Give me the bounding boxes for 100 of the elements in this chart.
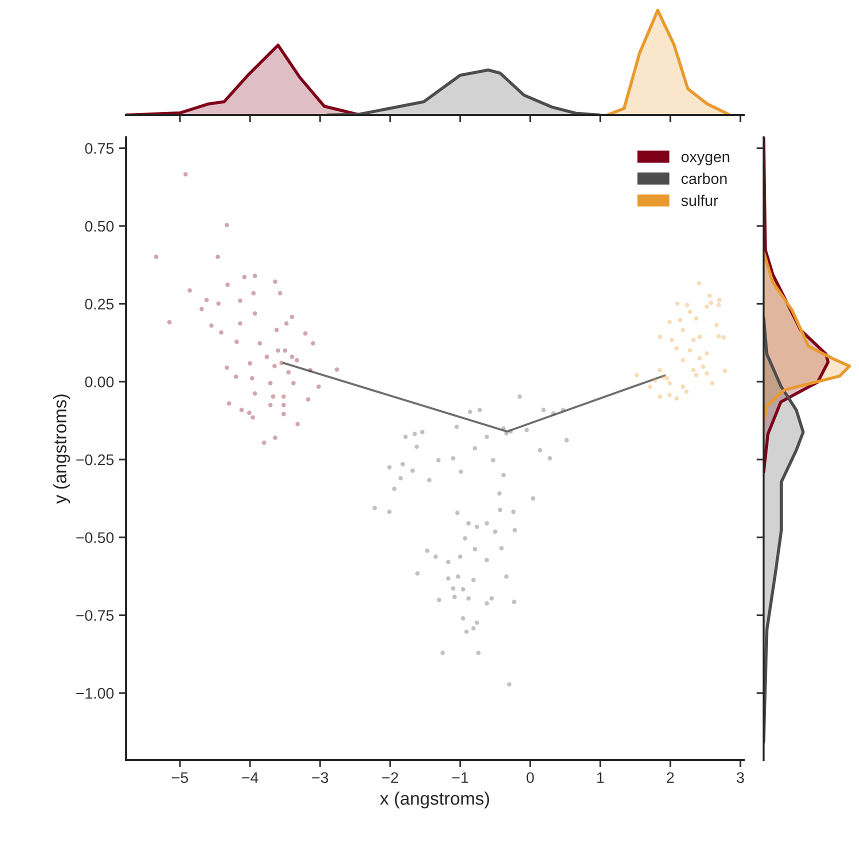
point — [708, 300, 714, 306]
point — [252, 391, 258, 396]
point — [248, 361, 252, 366]
y-tick-label: −0.50 — [76, 532, 114, 544]
point — [658, 334, 662, 340]
point — [216, 254, 220, 260]
x-tick-label: −2 — [382, 772, 398, 783]
point — [696, 281, 702, 286]
point — [303, 331, 308, 336]
point — [707, 294, 712, 298]
y-tick-label: 0.75 — [85, 143, 114, 154]
point — [251, 291, 256, 296]
x-tick-label: −4 — [242, 772, 258, 783]
point — [698, 334, 702, 340]
y-tick-label: −0.75 — [76, 610, 114, 621]
point — [225, 282, 230, 288]
point — [279, 360, 284, 366]
point — [716, 334, 721, 338]
point — [680, 328, 686, 332]
point — [274, 328, 279, 332]
point — [310, 341, 316, 346]
x-tick-label: 2 — [666, 772, 674, 783]
point — [258, 341, 262, 346]
point — [306, 397, 310, 402]
point — [250, 415, 256, 420]
point — [226, 401, 232, 406]
point — [680, 358, 686, 362]
point — [273, 436, 278, 440]
point — [154, 254, 158, 260]
point — [242, 274, 247, 280]
point — [294, 358, 300, 362]
point — [270, 394, 276, 399]
point — [704, 351, 709, 356]
y-tick-label: 0.25 — [85, 298, 114, 310]
point — [295, 422, 300, 426]
point — [290, 354, 294, 359]
point — [667, 320, 672, 324]
point — [674, 396, 679, 401]
point — [334, 367, 340, 372]
point — [278, 291, 282, 296]
x-tick-label: −3 — [312, 772, 328, 784]
point — [698, 356, 702, 361]
point — [634, 372, 639, 378]
y-tick-label: 0.00 — [85, 376, 114, 388]
point — [704, 371, 709, 376]
point — [717, 298, 722, 302]
point — [694, 316, 698, 321]
legend-label: carbon — [682, 172, 727, 184]
point — [701, 364, 706, 369]
point — [216, 301, 221, 306]
point — [674, 346, 679, 351]
legend-label: sulfur — [681, 194, 718, 206]
x-tick-label: −1 — [452, 772, 468, 783]
point — [678, 318, 682, 322]
point — [684, 389, 689, 394]
y-tick-label: 0.50 — [85, 220, 114, 232]
x-tick-label: 1 — [597, 772, 604, 783]
point — [204, 298, 209, 302]
x-axis-title: x (angstroms) — [380, 792, 490, 808]
point — [224, 222, 230, 228]
point — [281, 394, 286, 399]
point — [262, 440, 266, 445]
point — [247, 410, 252, 416]
point — [273, 280, 278, 284]
y-tick-label: −1.00 — [76, 688, 114, 699]
point — [276, 348, 280, 353]
point — [658, 368, 662, 372]
point — [238, 298, 242, 303]
point — [234, 374, 238, 379]
point — [252, 274, 258, 278]
point — [688, 348, 692, 352]
point — [308, 368, 312, 372]
point — [704, 304, 709, 309]
legend-label: oxygen — [682, 154, 730, 166]
point — [658, 394, 662, 399]
point — [282, 348, 288, 353]
point — [652, 378, 658, 382]
point — [675, 301, 680, 306]
point — [224, 365, 230, 370]
point — [661, 374, 666, 379]
point — [667, 392, 672, 398]
point — [691, 338, 696, 342]
point — [281, 402, 286, 408]
x-tick-label: 3 — [736, 772, 744, 784]
point — [281, 412, 286, 416]
point — [167, 320, 172, 324]
point — [209, 323, 214, 328]
point — [694, 372, 698, 378]
y-tick-label: −0.25 — [76, 454, 114, 466]
point — [691, 368, 696, 372]
point — [219, 330, 224, 335]
point — [234, 340, 239, 344]
point — [250, 376, 254, 380]
point — [667, 381, 672, 386]
point — [199, 306, 204, 312]
point — [268, 381, 273, 386]
x-tick-label: 0 — [526, 772, 534, 784]
point — [291, 381, 296, 386]
point — [684, 302, 690, 308]
point — [252, 311, 258, 316]
